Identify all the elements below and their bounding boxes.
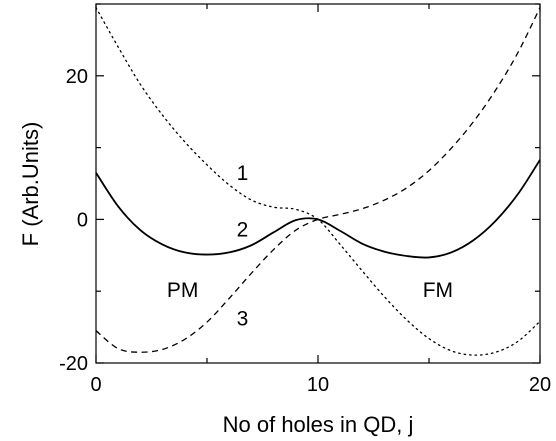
series-group [95,6,541,356]
annotation-2: 2 [237,219,249,242]
x-tick-label: 10 [307,374,329,396]
axis-ticks [95,3,541,364]
y-tick-label: -20 [59,353,88,375]
annotation-1: 1 [237,162,249,185]
plot-frame [95,3,541,364]
x-axis-label: No of holes in QD, j [223,412,414,437]
annotation-fm: FM [423,279,453,302]
y-axis-label: F (Arb.Units) [18,122,43,247]
series-line-1 [95,6,541,356]
series-line-2 [95,159,541,259]
x-tick-label: 0 [90,374,101,396]
x-tick-label: 20 [529,374,551,396]
annotation-pm: PM [167,279,199,302]
y-tick-label: 20 [66,66,88,88]
y-tick-label: 0 [77,209,88,231]
series-line-3 [95,7,541,353]
annotation-3: 3 [237,308,249,331]
annotations: 1 2 3 PM FM [167,162,453,331]
